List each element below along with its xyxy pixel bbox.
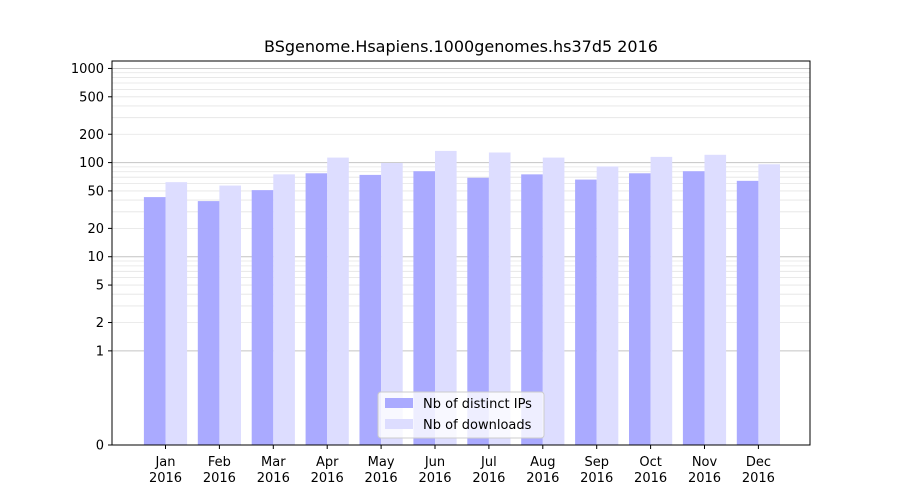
x-tick-label-year: 2016 <box>257 471 290 486</box>
x-tick-label-year: 2016 <box>688 471 721 486</box>
x-tick-label-month: May <box>368 455 395 470</box>
bar-downloads <box>381 163 403 445</box>
y-axis: 0 1 2 5 10 20 50 100 200 500 1000 <box>71 62 112 454</box>
chart-title: BSgenome.Hsapiens.1000genomes.hs37d5 201… <box>264 37 658 56</box>
x-tick-label-month: Jan <box>154 455 175 470</box>
x-tick-label-year: 2016 <box>634 471 667 486</box>
x-tick-label-year: 2016 <box>149 471 182 486</box>
x-tick-label-month: Jun <box>424 455 445 470</box>
bar-downloads <box>704 154 727 446</box>
legend-swatch-ips <box>385 398 413 408</box>
bar-downloads <box>650 156 673 445</box>
bar-downloads <box>596 166 619 445</box>
bar-downloads <box>273 174 295 445</box>
legend-swatch-downloads <box>385 419 413 429</box>
x-tick-label-month: Nov <box>692 455 718 470</box>
bar-downloads <box>758 164 780 445</box>
y-tick-label: 5 <box>96 279 104 294</box>
x-tick-label-month: Apr <box>316 455 339 470</box>
bar-ips <box>197 201 220 445</box>
y-tick-label: 0 <box>96 439 104 454</box>
x-tick-label-month: Feb <box>208 455 231 470</box>
legend-label-downloads: Nb of downloads <box>423 418 532 433</box>
bar-ips <box>143 197 166 445</box>
bar-ips <box>629 173 651 445</box>
bar-downloads <box>542 157 565 445</box>
x-tick-label-year: 2016 <box>526 471 559 486</box>
bar-ips <box>682 171 705 445</box>
y-tick-label: 1 <box>96 344 104 359</box>
x-tick-label-year: 2016 <box>311 471 344 486</box>
x-tick-label-month: Aug <box>530 455 555 470</box>
legend: Nb of distinct IPs Nb of downloads <box>377 391 545 439</box>
bar-ips <box>413 171 435 445</box>
bar-ips <box>359 174 382 445</box>
y-tick-label: 10 <box>87 250 104 265</box>
x-tick-label-year: 2016 <box>742 471 775 486</box>
bar-ips <box>305 173 328 445</box>
y-tick-label: 500 <box>79 90 104 105</box>
bar-downloads <box>435 150 457 445</box>
bar-ips <box>467 177 489 445</box>
x-tick-label-month: Jul <box>480 455 497 470</box>
y-tick-label: 20 <box>87 222 104 237</box>
bar-ips <box>521 174 543 445</box>
x-tick-label-year: 2016 <box>472 471 505 486</box>
bar-ips <box>575 179 597 445</box>
x-tick-label-year: 2016 <box>580 471 613 486</box>
legend-label-ips: Nb of distinct IPs <box>423 397 532 412</box>
bar-downloads <box>165 182 188 445</box>
bars-layer <box>143 150 780 446</box>
y-tick-label: 200 <box>79 128 104 143</box>
legend-box <box>377 391 545 439</box>
y-tick-label: 1000 <box>71 62 104 77</box>
bar-ips <box>736 180 759 445</box>
plot-frame <box>111 60 811 446</box>
bar-downloads <box>327 157 349 445</box>
bar-downloads <box>488 152 511 445</box>
y-tick-label: 2 <box>96 316 104 331</box>
x-tick-label-year: 2016 <box>365 471 398 486</box>
bar-downloads <box>219 185 241 445</box>
x-tick-label-year: 2016 <box>418 471 451 486</box>
x-tick-label-month: Dec <box>746 455 771 470</box>
y-tick-label: 100 <box>79 156 104 171</box>
x-tick-label-year: 2016 <box>203 471 236 486</box>
x-tick-label-month: Oct <box>639 455 661 470</box>
x-tick-label-month: Mar <box>261 455 286 470</box>
x-tick-label-month: Sep <box>584 455 609 470</box>
bar-ips <box>251 190 274 445</box>
y-tick-label: 50 <box>87 184 104 199</box>
x-axis: Jan2016Feb2016Mar2016Apr2016May2016Jun20… <box>149 445 775 486</box>
